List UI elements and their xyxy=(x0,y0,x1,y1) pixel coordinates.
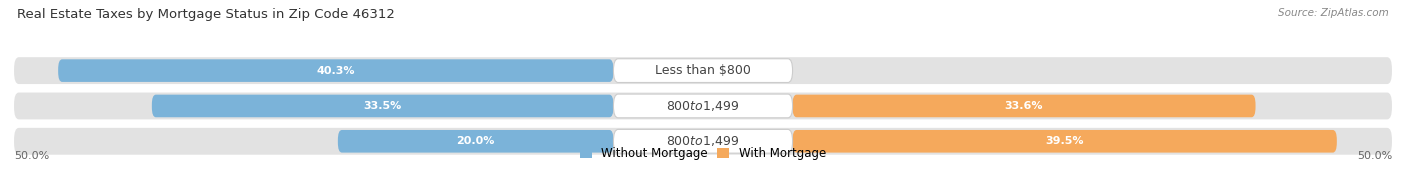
Text: $800 to $1,499: $800 to $1,499 xyxy=(666,134,740,148)
FancyBboxPatch shape xyxy=(14,128,1392,155)
FancyBboxPatch shape xyxy=(613,94,793,118)
Text: 50.0%: 50.0% xyxy=(1357,151,1392,161)
Legend: Without Mortgage, With Mortgage: Without Mortgage, With Mortgage xyxy=(575,142,831,165)
Text: 50.0%: 50.0% xyxy=(14,151,49,161)
Text: Less than $800: Less than $800 xyxy=(655,64,751,77)
FancyBboxPatch shape xyxy=(613,129,793,153)
Text: 40.3%: 40.3% xyxy=(316,66,356,76)
Text: 33.6%: 33.6% xyxy=(1005,101,1043,111)
FancyBboxPatch shape xyxy=(337,130,613,153)
FancyBboxPatch shape xyxy=(152,95,613,117)
FancyBboxPatch shape xyxy=(793,95,1256,117)
Text: 33.5%: 33.5% xyxy=(364,101,402,111)
FancyBboxPatch shape xyxy=(793,130,1337,153)
Text: $800 to $1,499: $800 to $1,499 xyxy=(666,99,740,113)
Text: 20.0%: 20.0% xyxy=(457,136,495,146)
FancyBboxPatch shape xyxy=(613,59,793,83)
FancyBboxPatch shape xyxy=(14,57,1392,84)
Text: Real Estate Taxes by Mortgage Status in Zip Code 46312: Real Estate Taxes by Mortgage Status in … xyxy=(17,8,395,21)
Text: 39.5%: 39.5% xyxy=(1046,136,1084,146)
FancyBboxPatch shape xyxy=(58,59,613,82)
Text: Source: ZipAtlas.com: Source: ZipAtlas.com xyxy=(1278,8,1389,18)
FancyBboxPatch shape xyxy=(14,93,1392,119)
